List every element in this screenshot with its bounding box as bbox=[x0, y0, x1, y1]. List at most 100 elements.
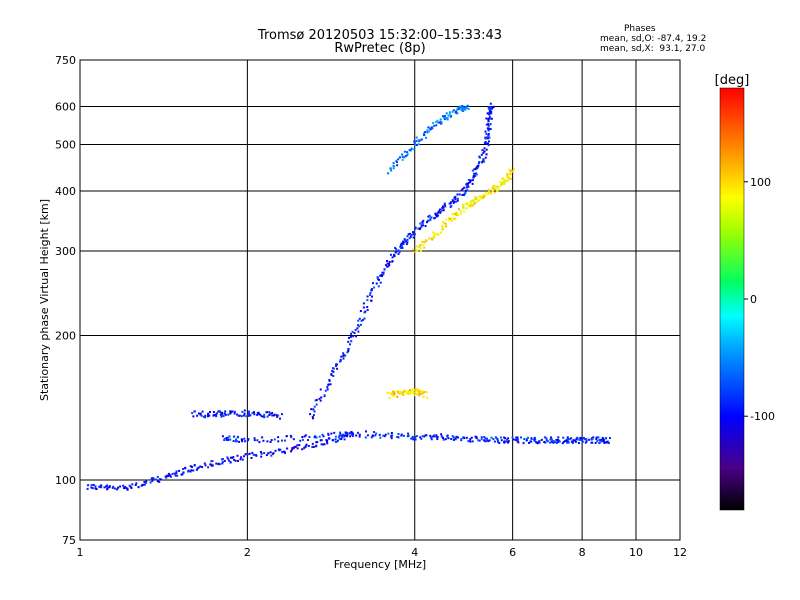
data-point bbox=[236, 454, 239, 457]
data-point bbox=[419, 227, 422, 230]
data-point bbox=[379, 436, 382, 439]
data-point bbox=[340, 355, 343, 358]
data-point bbox=[245, 415, 248, 418]
data-point bbox=[196, 467, 199, 470]
data-point bbox=[279, 448, 282, 451]
data-point bbox=[483, 160, 486, 163]
data-point bbox=[351, 435, 354, 438]
data-point bbox=[525, 437, 528, 440]
data-point bbox=[197, 466, 200, 469]
data-point bbox=[319, 388, 322, 391]
data-point bbox=[442, 228, 445, 231]
data-point bbox=[267, 452, 270, 455]
data-point bbox=[260, 451, 263, 454]
data-point bbox=[561, 442, 564, 445]
data-point bbox=[412, 248, 415, 251]
data-point bbox=[481, 149, 484, 152]
data-point bbox=[253, 411, 256, 414]
data-point bbox=[421, 390, 424, 393]
data-point bbox=[454, 111, 457, 114]
data-point bbox=[418, 394, 421, 397]
data-point bbox=[87, 484, 90, 487]
data-point bbox=[262, 439, 265, 442]
data-point bbox=[344, 354, 347, 357]
data-point bbox=[143, 483, 146, 486]
data-point bbox=[263, 413, 266, 416]
data-point bbox=[414, 226, 417, 229]
data-point bbox=[319, 439, 322, 442]
data-point bbox=[215, 462, 218, 465]
colorbar-tick-label: 0 bbox=[750, 293, 757, 306]
grid-lines bbox=[80, 60, 680, 540]
y-tick-label: 500 bbox=[55, 139, 76, 152]
data-point bbox=[338, 360, 341, 363]
data-point bbox=[395, 390, 398, 393]
data-point bbox=[350, 430, 353, 433]
data-point bbox=[240, 415, 243, 418]
data-point bbox=[388, 262, 391, 265]
scatter-points bbox=[86, 102, 611, 491]
data-point bbox=[388, 392, 391, 395]
data-point bbox=[189, 470, 192, 473]
data-point bbox=[441, 225, 444, 228]
data-point bbox=[471, 204, 474, 207]
data-point bbox=[390, 432, 393, 435]
data-point bbox=[292, 447, 295, 450]
data-point bbox=[371, 434, 374, 437]
data-point bbox=[388, 396, 391, 399]
data-point bbox=[436, 438, 439, 441]
data-point bbox=[240, 456, 243, 459]
data-point bbox=[445, 218, 448, 221]
data-point bbox=[189, 465, 192, 468]
data-point bbox=[327, 433, 330, 436]
data-point bbox=[485, 437, 488, 440]
data-point bbox=[330, 374, 333, 377]
data-point bbox=[399, 392, 402, 395]
data-point bbox=[429, 434, 432, 437]
data-point bbox=[407, 390, 410, 393]
data-point bbox=[483, 141, 486, 144]
data-point bbox=[210, 463, 213, 466]
data-point bbox=[508, 176, 511, 179]
data-point bbox=[418, 390, 421, 393]
data-point bbox=[473, 203, 476, 206]
data-point bbox=[235, 440, 238, 443]
chart-title: Tromsø 20120503 15:32:00–15:33:43 bbox=[257, 28, 503, 43]
data-point bbox=[327, 383, 330, 386]
data-point bbox=[470, 436, 473, 439]
data-point bbox=[363, 311, 366, 314]
data-point bbox=[272, 452, 275, 455]
data-point bbox=[454, 217, 457, 220]
data-point bbox=[466, 202, 469, 205]
data-point bbox=[249, 414, 252, 417]
data-point bbox=[483, 436, 486, 439]
data-point bbox=[463, 106, 466, 109]
data-point bbox=[386, 262, 389, 265]
data-point bbox=[459, 209, 462, 212]
data-point bbox=[301, 436, 304, 439]
data-point bbox=[331, 370, 334, 373]
data-point bbox=[277, 436, 280, 439]
data-point bbox=[390, 437, 393, 440]
data-point bbox=[420, 392, 423, 395]
data-point bbox=[137, 486, 140, 489]
x-tick-label: 10 bbox=[629, 546, 643, 559]
data-point bbox=[484, 130, 487, 133]
data-point bbox=[417, 138, 420, 141]
data-point bbox=[474, 174, 477, 177]
data-point bbox=[401, 391, 404, 394]
data-point bbox=[255, 454, 258, 457]
data-point bbox=[243, 412, 246, 415]
data-point bbox=[496, 189, 499, 192]
data-point bbox=[451, 110, 454, 113]
data-point bbox=[507, 440, 510, 443]
data-point bbox=[344, 434, 347, 437]
data-point bbox=[418, 245, 421, 248]
data-point bbox=[442, 209, 445, 212]
data-point bbox=[391, 256, 394, 259]
data-point bbox=[126, 487, 129, 490]
data-point bbox=[499, 180, 502, 183]
data-point bbox=[339, 434, 342, 437]
data-point bbox=[229, 411, 232, 414]
data-point bbox=[455, 435, 458, 438]
